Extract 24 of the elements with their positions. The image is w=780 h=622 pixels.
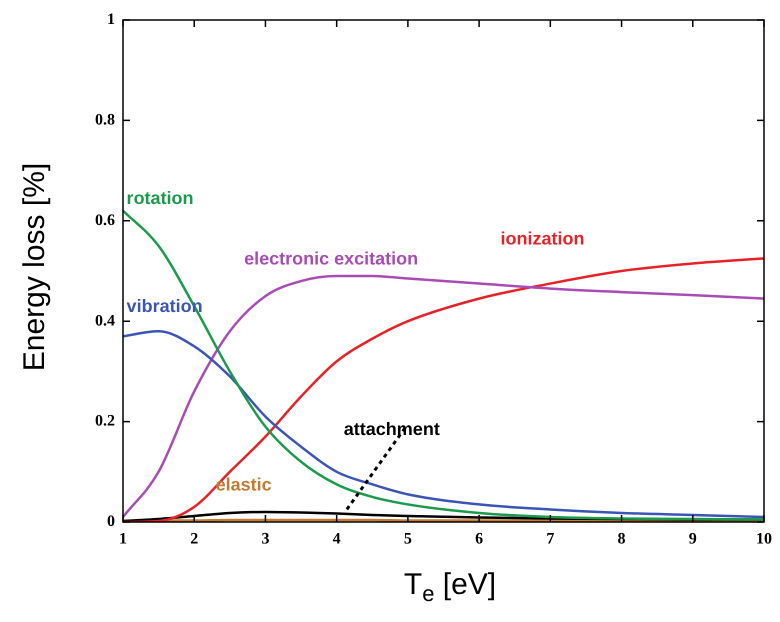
x-tick-label: 7: [546, 530, 554, 548]
x-tick-label: 6: [475, 530, 484, 548]
series-label: ionization: [500, 228, 584, 248]
y-tick-label: 0.2: [95, 412, 115, 430]
series-label: elastic: [216, 474, 272, 494]
series-label: rotation: [126, 188, 194, 208]
y-axis-title: Energy loss [%]: [18, 162, 52, 374]
x-tick-label: 4: [332, 530, 341, 548]
y-tick-label: 0: [107, 513, 115, 530]
series-label: electronic excitation: [244, 248, 418, 268]
y-tick-label: 1: [107, 11, 115, 28]
x-tick-label: 2: [190, 530, 198, 548]
y-tick-label: 0.4: [95, 312, 115, 330]
x-tick-label: 3: [261, 530, 270, 548]
x-tick-label: 8: [618, 530, 626, 548]
y-tick-label: 0.8: [95, 112, 115, 129]
x-tick-label: 9: [688, 530, 697, 548]
x-tick-label: 10: [756, 530, 772, 548]
x-tick-label: 1: [119, 530, 127, 548]
x-tick-label: 5: [404, 530, 412, 548]
x-axis-title: T$_{e}$ [eV]: [402, 568, 498, 607]
text: attachment: [344, 419, 440, 440]
y-tick-label: 0.6: [95, 212, 115, 229]
line-series: [123, 330, 764, 518]
